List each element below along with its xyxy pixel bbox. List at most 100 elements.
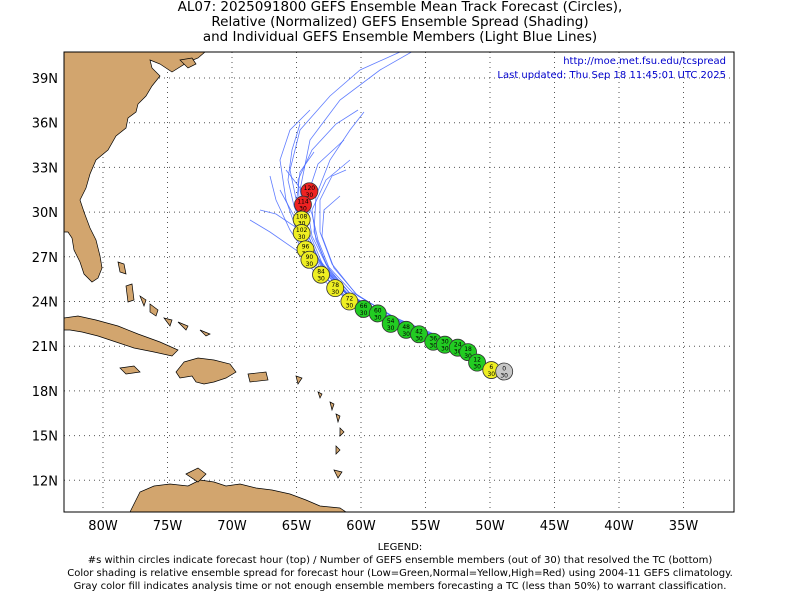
longitude-tick-label: 75W [153, 519, 183, 534]
longitude-tick-label: 70W [217, 519, 247, 534]
title-line-2: Relative (Normalized) GEFS Ensemble Spre… [211, 14, 589, 30]
member-count-label: 30 [473, 364, 481, 371]
member-count-label: 30 [331, 289, 339, 296]
forecast-hour-label: 84 [317, 269, 325, 276]
member-count-label: 30 [306, 192, 314, 199]
lesser-antilles-5 [335, 445, 341, 455]
member-count-label: 30 [298, 221, 306, 228]
member-count-label: 30 [387, 325, 395, 332]
bahamas-land-1 [117, 261, 127, 275]
bahamas-land-6 [177, 321, 189, 331]
forecast-hour-label: 30 [441, 339, 449, 346]
forecast-hour-label: 0 [502, 366, 506, 373]
member-count-label: 30 [299, 206, 307, 213]
latitude-tick-label: 36N [32, 117, 58, 132]
forecast-hour-label: 102 [296, 227, 308, 234]
forecast-hour-label: 48 [402, 324, 410, 331]
lesser-antilles-6 [333, 469, 343, 479]
bahamas-land-2 [125, 283, 135, 303]
longitude-tick-label: 50W [475, 519, 505, 534]
forecast-hour-label: 24 [454, 342, 462, 349]
member-count-label: 30 [429, 343, 437, 350]
latitude-tick-label: 30N [32, 206, 58, 221]
member-count-label: 30 [346, 303, 354, 310]
jamaica-land [119, 365, 141, 375]
forecast-hour-label: 12 [473, 357, 481, 364]
legend-line-3: Gray color fill indicates analysis time … [73, 581, 727, 592]
member-count-label: 30 [360, 310, 368, 317]
latitude-tick-label: 18N [32, 385, 58, 400]
legend-heading: LEGEND: [377, 542, 423, 553]
lesser-antilles-7 [295, 375, 303, 385]
cape-cod-land [179, 57, 197, 69]
bahamas-land-4 [149, 303, 159, 317]
member-count-label: 30 [317, 276, 325, 283]
longitude-tick-label: 55W [411, 519, 441, 534]
forecast-hour-label: 42 [415, 328, 423, 335]
bahamas-land-7 [199, 329, 211, 337]
track-circle [340, 292, 359, 311]
member-count-label: 30 [464, 353, 472, 360]
track-circle [326, 279, 345, 297]
forecast-hour-label: 66 [360, 303, 368, 310]
lesser-antilles-1 [317, 391, 323, 399]
latitude-tick-label: 15N [32, 430, 58, 445]
latitude-tick-label: 21N [32, 340, 58, 355]
lesser-antilles-2 [329, 401, 335, 412]
longitude-tick-label: 35W [669, 519, 699, 534]
longitude-tick-label: 60W [346, 519, 376, 534]
cuba-land [64, 315, 179, 357]
member-count-label: 30 [402, 331, 410, 338]
member-count-label: 30 [415, 335, 423, 342]
latitude-tick-label: 27N [32, 251, 58, 266]
longitude-tick-label: 40W [604, 519, 634, 534]
longitude-tick-label: 80W [88, 519, 118, 534]
forecast-hour-label: 6 [489, 364, 493, 371]
latitude-tick-label: 33N [32, 161, 58, 176]
forecast-hour-label: 96 [302, 243, 310, 250]
forecast-hour-label: 60 [374, 307, 382, 314]
latitude-tick-label: 39N [32, 72, 58, 87]
forecast-hour-label: 54 [387, 318, 395, 325]
track-map: 1203011430108301023096309030843078307230… [32, 51, 735, 534]
last-updated: Last updated: Thu Sep 18 11:45:01 UTC 20… [497, 70, 726, 81]
forecast-hour-label: 120 [304, 185, 316, 192]
forecast-hour-label: 36 [429, 336, 437, 343]
longitude-labels: 80W 75W 70W 65W 60W 55W 50W 45W 40W 35W [88, 519, 698, 534]
bahamas-land-3 [139, 295, 147, 308]
member-count-label: 30 [454, 349, 462, 356]
forecast-hour-label: 108 [296, 214, 308, 221]
legend-line-1: #s within circles indicate forecast hour… [87, 555, 713, 566]
forecast-hour-label: 114 [297, 199, 309, 206]
track-circle [300, 250, 319, 269]
map-title: AL07: 2025091800 GEFS Ensemble Mean Trac… [0, 0, 800, 45]
map-background [64, 52, 734, 512]
title-line-1: AL07: 2025091800 GEFS Ensemble Mean Trac… [177, 0, 623, 15]
member-count-label: 30 [500, 373, 508, 380]
puerto-rico-land [247, 371, 269, 383]
legend-line-2: Color shading is relative ensemble sprea… [67, 568, 733, 579]
bahamas-land-5 [163, 317, 173, 327]
latitude-tick-label: 12N [32, 474, 58, 489]
forecast-hour-label: 78 [331, 282, 339, 289]
land-masses [64, 52, 347, 512]
track-circle [495, 362, 514, 381]
track-circle [381, 314, 400, 333]
map-frame [63, 51, 735, 513]
track-circle [468, 353, 487, 372]
legend: LEGEND: #s within circles indicate forec… [0, 541, 800, 593]
forecast-hour-label: 90 [306, 254, 314, 261]
source-url[interactable]: http://moe.met.fsu.edu/tcspread [563, 56, 726, 67]
track-circle [312, 265, 330, 284]
hispaniola-land [175, 357, 237, 385]
track-circle [368, 304, 387, 323]
member-count-label: 30 [441, 346, 449, 353]
